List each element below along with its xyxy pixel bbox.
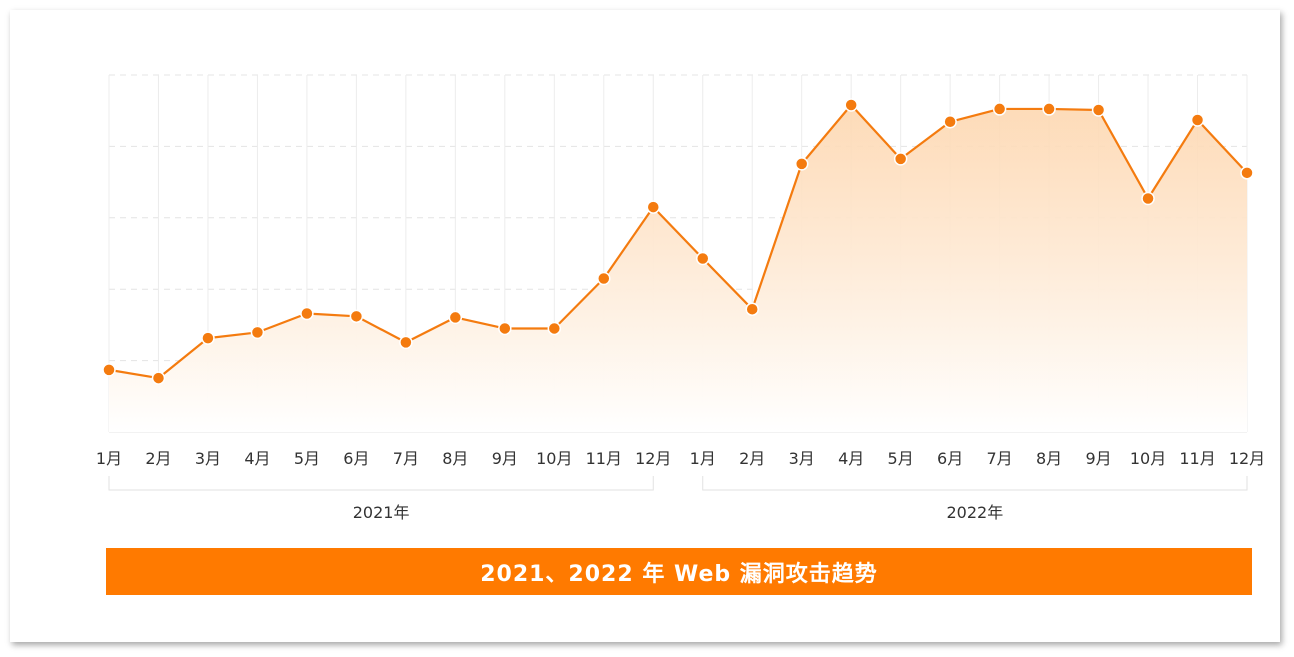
x-tick-label: 7月: [987, 449, 1013, 468]
year-label: 2021年: [353, 503, 410, 522]
area-fill: [109, 104, 1247, 432]
data-point: [399, 335, 413, 350]
data-point: [349, 309, 364, 324]
x-tick-label: 11月: [1179, 449, 1215, 468]
year-bracket: [108, 476, 654, 491]
data-point: [597, 271, 611, 286]
x-tick-label: 2月: [739, 449, 765, 468]
data-point: [1240, 166, 1254, 180]
x-tick-label: 7月: [393, 449, 419, 468]
series-path: [108, 103, 1248, 380]
x-tick-label: 10月: [536, 449, 572, 468]
data-point: [943, 115, 957, 129]
x-axis-ticks: 1月 2月 3月 4月 5月 6月 7月 8月 9月 10月 11月 12月 1月 2月 3月 4月 5月 6月 7…: [96, 449, 1265, 468]
chart-title-banner: 2021、2022 年 Web 漏洞攻击趋势: [106, 548, 1252, 595]
data-point: [448, 310, 463, 325]
x-tick-label: 3月: [195, 449, 221, 468]
x-tick-label: 6月: [343, 449, 369, 468]
x-tick-label: 9月: [492, 449, 518, 468]
series-area: [109, 104, 1247, 432]
x-tick-label: 9月: [1085, 449, 1111, 468]
data-point: [1091, 103, 1106, 117]
x-tick-label: 6月: [937, 449, 963, 468]
data-point: [893, 152, 908, 166]
data-point: [1141, 191, 1155, 206]
data-point: [745, 302, 759, 316]
series-line: [108, 103, 1248, 380]
data-point: [547, 321, 562, 336]
data-point: [844, 98, 858, 112]
x-tick-label: 12月: [635, 449, 671, 468]
x-tick-label: 3月: [789, 449, 815, 468]
year-bracket: [702, 476, 1248, 491]
data-point: [1190, 113, 1205, 127]
data-point: [151, 371, 166, 385]
x-tick-label: 8月: [442, 449, 468, 468]
year-groups: 2021年 2022年: [108, 476, 1248, 522]
data-point: [300, 306, 314, 321]
data-point: [201, 331, 215, 345]
x-tick-label: 8月: [1036, 449, 1062, 468]
data-point: [1042, 102, 1056, 116]
data-point: [102, 363, 116, 377]
x-tick-label: 2月: [145, 449, 171, 468]
data-point: [646, 200, 661, 214]
data-markers: [102, 98, 1254, 385]
x-tick-label: 1月: [690, 449, 716, 468]
data-point: [250, 325, 265, 340]
x-tick-label: 5月: [888, 449, 914, 468]
x-tick-label: 4月: [838, 449, 864, 468]
data-point: [695, 251, 710, 266]
data-point: [794, 157, 809, 171]
year-label: 2022年: [947, 503, 1004, 522]
data-point: [992, 102, 1007, 116]
x-tick-label: 11月: [586, 449, 622, 468]
x-tick-label: 12月: [1229, 449, 1265, 468]
x-tick-label: 5月: [294, 449, 320, 468]
x-tick-label: 1月: [96, 449, 122, 468]
x-tick-label: 10月: [1130, 449, 1166, 468]
x-tick-label: 4月: [244, 449, 270, 468]
data-point: [498, 321, 512, 336]
